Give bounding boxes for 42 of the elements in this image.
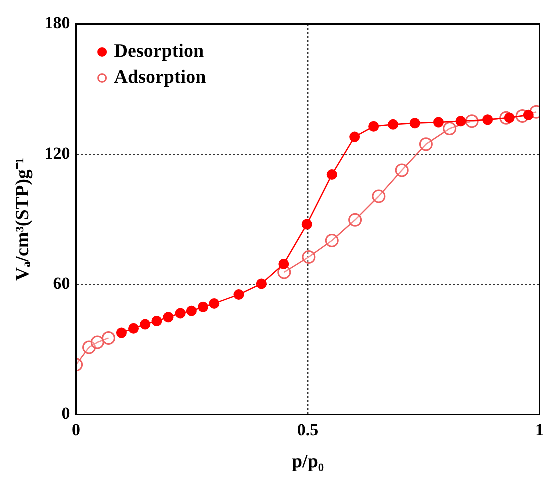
point	[152, 316, 162, 327]
point	[395, 164, 409, 178]
point	[419, 138, 433, 152]
point	[410, 118, 420, 129]
point	[186, 306, 197, 316]
point	[326, 170, 338, 180]
legend-label: Adsorption	[114, 67, 207, 88]
point	[128, 323, 140, 334]
point	[443, 122, 457, 136]
point	[350, 132, 360, 142]
y-axis-title: Vₐ/cm³(STP)g⁻¹	[12, 158, 34, 282]
point	[90, 336, 104, 350]
point	[504, 112, 515, 124]
point	[388, 119, 399, 130]
point	[372, 190, 386, 204]
point	[116, 328, 127, 338]
point	[175, 308, 186, 319]
y-tick-label: 60	[53, 274, 70, 293]
y-tick-label: 120	[44, 144, 70, 163]
point	[256, 278, 267, 290]
point	[163, 312, 174, 323]
point	[325, 234, 339, 248]
x-axis-title: p/p₀	[292, 452, 324, 473]
point	[198, 302, 209, 312]
point	[433, 117, 444, 128]
point	[523, 110, 534, 120]
point	[368, 121, 380, 132]
point	[140, 319, 151, 330]
point	[482, 114, 494, 126]
y-tick-label: 180	[44, 14, 70, 33]
point	[278, 258, 290, 270]
point	[209, 298, 220, 309]
point	[456, 116, 466, 127]
legend-label: Desorption	[114, 41, 204, 62]
point	[102, 331, 116, 345]
point	[302, 250, 316, 264]
x-tick-label: 1	[536, 420, 544, 440]
y-tick-label: 0	[62, 404, 70, 424]
point	[234, 290, 244, 300]
point	[302, 219, 312, 230]
point	[348, 213, 362, 227]
x-tick-label: 0.5	[297, 420, 319, 440]
